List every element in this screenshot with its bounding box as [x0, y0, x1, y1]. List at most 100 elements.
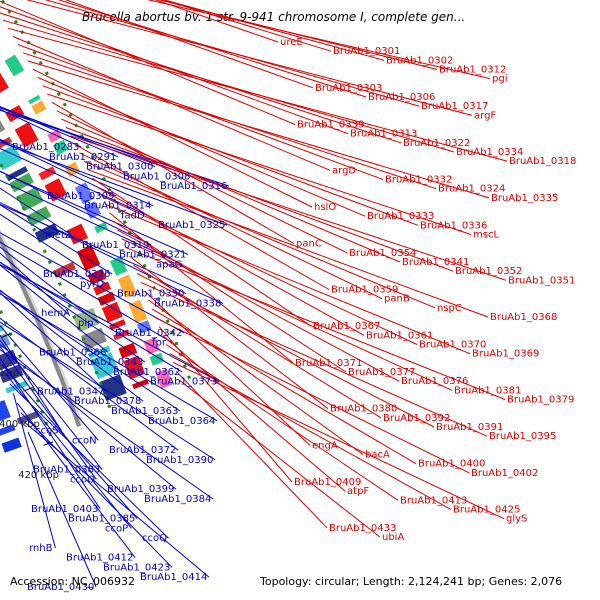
gene-label-right[interactable]: BruAb1_0391 — [436, 422, 503, 433]
gene-label-left[interactable]: BruAb1_0316 — [160, 181, 227, 192]
gene-label-left[interactable]: fadD — [121, 210, 145, 221]
gene-labels[interactable]: BruAb1_0283BruAb1_0291BruAb1_0300BruAb1_… — [12, 37, 576, 593]
gene-label-right[interactable]: pgi — [492, 74, 507, 85]
gene-label-right[interactable]: BruAb1_0379 — [507, 395, 574, 406]
gene-label-right[interactable]: BruAb1_0303 — [315, 83, 382, 94]
gene-label-left[interactable]: ccoQ — [142, 533, 167, 544]
gene-label-right[interactable]: BruAb1_0354 — [349, 248, 416, 259]
gene-label-right[interactable]: BruAb1_0371 — [295, 358, 362, 369]
gene-label-left[interactable]: BruAb1_0338 — [154, 298, 221, 309]
gene-label-left[interactable]: apaG — [156, 259, 182, 270]
gene-label-left[interactable]: BruAb1_0412 — [66, 553, 133, 564]
gene-label-right[interactable]: BruAb1_0302 — [386, 55, 453, 66]
gene-label-left[interactable]: ccoO — [70, 474, 95, 485]
gene-label-left[interactable]: BruAb1_0399 — [107, 484, 174, 495]
gene-label-left[interactable]: BruAb1_0342 — [115, 328, 182, 339]
gene-label-right[interactable]: BruAb1_0318 — [509, 156, 576, 167]
gene-label-right[interactable]: BruAb1_0335 — [491, 193, 558, 204]
gene-label-right[interactable]: BruAb1_0400 — [418, 459, 485, 470]
gene-label-left[interactable]: ccoN — [72, 435, 97, 446]
gene-label-right[interactable]: BruAb1_0370 — [419, 340, 486, 351]
gene-label-right[interactable]: BruAb1_0425 — [453, 505, 520, 516]
gene-label-right[interactable]: BruAb1_0352 — [455, 266, 522, 277]
gene-label-left[interactable]: BruAb1_0347 — [37, 386, 104, 397]
gene-label-right[interactable]: BruAb1_0367 — [313, 321, 380, 332]
gene-label-left[interactable]: BruAb1_0384 — [144, 494, 211, 505]
gene-label-right[interactable]: BruAb1_0377 — [348, 367, 415, 378]
gene-label-right[interactable]: atpF — [347, 486, 369, 497]
gene-label-right[interactable]: BruAb1_0359 — [331, 285, 398, 296]
gene-label-left[interactable]: BruAb1_0390 — [146, 455, 213, 466]
gene-label-right[interactable]: BruAb1_0433 — [329, 523, 396, 534]
gene-label-left[interactable]: BruAb1_0430 — [27, 582, 94, 593]
gene-label-left[interactable]: BruAb1_0283 — [12, 142, 79, 153]
gene-label-right[interactable]: BruAb1_0306 — [368, 92, 435, 103]
gene-label-right[interactable]: BruAb1_0395 — [489, 431, 556, 442]
gene-label-left[interactable]: BruAb1_0321 — [119, 250, 186, 261]
gene-label-right[interactable]: BruAb1_0381 — [454, 385, 521, 396]
gene-label-right[interactable]: glyS — [506, 514, 527, 525]
gene-label-left[interactable]: hemA — [41, 308, 70, 319]
gene-label-left[interactable]: ccoP — [105, 523, 128, 534]
gene-label-left[interactable]: BruAb1_0308 — [123, 171, 190, 182]
gene-label-right[interactable]: BruAb1_0369 — [472, 349, 539, 360]
gene-label-right[interactable]: BruAb1_0380 — [330, 404, 397, 415]
gene-label-right[interactable]: hslO — [314, 202, 336, 213]
gene-label-right[interactable]: BruAb1_0312 — [439, 65, 506, 76]
gene-label-left[interactable]: fpr — [152, 338, 167, 349]
gene-label-left[interactable]: ccoS — [35, 426, 58, 437]
gene-label-left[interactable]: BruAb1_0325 — [158, 220, 225, 231]
gene-label-right[interactable]: argD — [332, 165, 356, 176]
gene-label-left[interactable]: BruAb1_0385 — [68, 514, 135, 525]
gene-label-left[interactable]: BruAb1_0319 — [82, 240, 149, 251]
gene-label-left[interactable]: BruAb1_0383 — [33, 465, 100, 476]
gene-label-right[interactable]: BruAb1_0322 — [403, 138, 470, 149]
gene-label-right[interactable]: BruAb1_0413 — [400, 495, 467, 506]
gene-label-left[interactable]: BruAb1_0403 — [31, 504, 98, 515]
gene-label-left[interactable]: BruAb1_0366 — [39, 347, 106, 358]
gene-label-right[interactable]: BruAb1_0336 — [420, 220, 487, 231]
gene-label-left[interactable]: BruAb1_0326 — [43, 269, 110, 280]
gene-label-right[interactable]: ureE — [280, 37, 303, 48]
gene-label-left[interactable]: BruAb1_0363 — [111, 406, 178, 417]
gene-label-right[interactable]: panC — [296, 239, 322, 250]
gene-label-right[interactable]: BruAb1_0301 — [333, 46, 400, 57]
gene-label-right[interactable]: BruAb1_0351 — [508, 275, 575, 286]
gene-label-right[interactable]: BruAb1_0402 — [471, 468, 538, 479]
gene-label-left[interactable]: BruAb1_0314 — [84, 201, 151, 212]
gene-label-right[interactable]: mscL — [473, 230, 499, 241]
gene-label-right[interactable]: BruAb1_0376 — [401, 376, 468, 387]
gene-label-right[interactable]: nspC — [437, 303, 462, 314]
gene-label-left[interactable]: BruAb1_0372 — [109, 445, 176, 456]
gene-label-left[interactable]: BruAb1_0291 — [49, 152, 116, 163]
gene-label-left[interactable]: BruAb1_0343 — [76, 357, 143, 368]
gene-label-right[interactable]: engA — [312, 440, 338, 451]
gene-label-left[interactable]: BruAb1_0423 — [103, 562, 170, 573]
gene-label-left[interactable]: BruAb1_0373 — [150, 377, 217, 388]
gene-label-right[interactable]: BruAb1_0333 — [367, 211, 434, 222]
gene-label-right[interactable]: BruAb1_0339 — [297, 120, 364, 131]
gene-label-right[interactable]: ubiA — [382, 532, 404, 543]
gene-label-left[interactable]: BruAb1_0414 — [140, 572, 207, 583]
gene-label-right[interactable]: argF — [474, 110, 496, 121]
gene-label-left[interactable]: pyrD — [80, 279, 104, 290]
gene-label-right[interactable]: BruAb1_0317 — [421, 101, 488, 112]
gene-label-left[interactable]: rnhB — [29, 543, 53, 554]
gene-label-right[interactable]: BruAb1_0313 — [350, 129, 417, 140]
gene-label-left[interactable]: BruAb1_0362 — [113, 367, 180, 378]
gene-label-right[interactable]: BruAb1_0341 — [402, 257, 469, 268]
gene-label-left[interactable]: BruAb1_0378 — [74, 396, 141, 407]
gene-label-right[interactable]: BruAb1_0334 — [456, 147, 523, 158]
gene-label-right[interactable]: panB — [384, 294, 410, 305]
gene-label-right[interactable]: BruAb1_0332 — [385, 175, 452, 186]
gene-label-right[interactable]: BruAb1_0392 — [383, 413, 450, 424]
gene-label-left[interactable]: metZ — [45, 230, 72, 241]
gene-label-right[interactable]: BruAb1_0324 — [438, 184, 505, 195]
gene-label-left[interactable]: pip — [78, 318, 93, 329]
gene-label-left[interactable]: BruAb1_0300 — [86, 162, 153, 173]
gene-label-right[interactable]: bacA — [365, 450, 390, 461]
gene-label-left[interactable]: BruAb1_0309 — [47, 191, 114, 202]
gene-label-left[interactable]: BruAb1_0364 — [148, 416, 215, 427]
gene-label-right[interactable]: BruAb1_0409 — [294, 477, 361, 488]
